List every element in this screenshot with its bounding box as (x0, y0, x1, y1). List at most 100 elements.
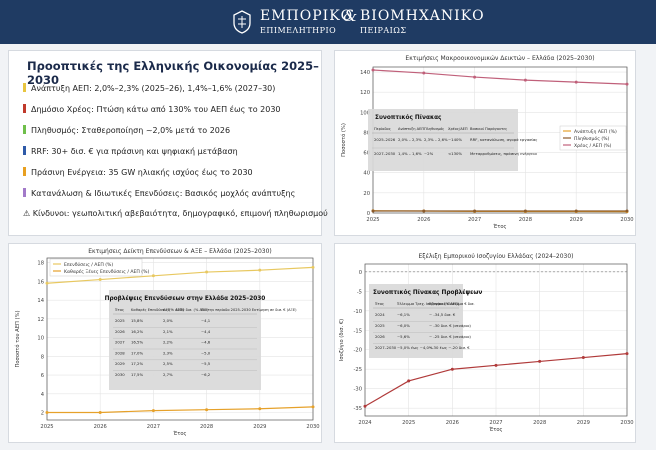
summary-table-cell: 2,0% (163, 318, 173, 323)
data-point (151, 274, 155, 278)
x-tick-label: 2030 (620, 217, 633, 223)
summary-table-cell: Μεταρρυθμίσεις, πράσινη ενέργεια (470, 151, 537, 156)
y-tick-label: 80 (363, 130, 370, 136)
data-point (523, 78, 527, 82)
x-tick-label: 2027 (147, 424, 160, 430)
summary-table-cell: ~6,0% (397, 323, 410, 328)
x-tick-label: 2025 (40, 424, 53, 430)
outlook-item-marker (23, 83, 26, 92)
x-tick-label: 2028 (519, 217, 532, 223)
data-point (625, 352, 629, 356)
outlook-item: Ανάπτυξη ΑΕΠ: 2,0%–2,3% (2025–26), 1,4%–… (23, 83, 275, 93)
data-point (422, 71, 426, 75)
outlook-item-text: Πράσινη Ενέργεια: 35 GW ηλιακής ισχύος έ… (31, 168, 253, 177)
summary-table-title: Συνοπτικός Πίνακας Προβλέψεων (373, 289, 482, 296)
outlook-item-text: Ανάπτυξη ΑΕΠ: 2,0%–2,3% (2025–26), 1,4%–… (31, 84, 276, 93)
macro-indicators-panel: Εκτιμήσεις Μακροοικονομικών Δεικτών – Ελ… (334, 50, 636, 236)
summary-table-header: Έλλειμμα Τρεχ. Ισοζυγίου (% ΑΕΠ) (396, 302, 460, 306)
legend-label: Καθαρές Ξένες Επενδύσεις / ΑΕΠ (%) (64, 268, 149, 275)
y-tick-label: 8 (41, 354, 44, 360)
y-tick-label: 0 (367, 211, 370, 217)
summary-table-cell: ~-30 έως ~-20 δισ. € (429, 345, 470, 350)
x-tick-label: 2029 (577, 420, 590, 426)
summary-table-header: Βασικοί Παράγοντες (470, 127, 507, 131)
summary-table-header: Χρέος/ΑΕΠ (448, 127, 468, 131)
outlook-item-text: RRF: 30+ δισ. € για πράσινη και ψηφιακή … (31, 147, 238, 156)
summary-table-cell: 2,1% (163, 329, 173, 334)
banner-line2-right: ΠΕΙΡΑΙΩΣ (360, 26, 407, 35)
y-tick-label: 120 (360, 90, 370, 96)
summary-table-cell: 2025–2026 (374, 137, 396, 142)
banner-ampersand: & (343, 6, 358, 25)
summary-table-header: ΑΞΕ ~ 4030 δισ. (% ΑΕΠ) (163, 308, 209, 312)
y-tick-label: -30 (354, 387, 362, 393)
investment-panel: Εκτιμήσεις Δείκτη Επενδύσεων & ΑΞΕ – Ελλ… (8, 243, 322, 443)
summary-table-cell: ~6,1% (397, 312, 410, 317)
series-line (47, 406, 314, 414)
summary-table-cell: 2026 (115, 329, 125, 334)
chamber-crest-icon (233, 10, 251, 34)
chart-title: Εξέλιξη Εμπορικού Ισοζυγίου Ελλάδας (202… (418, 253, 573, 260)
summary-table-cell: 2030 (115, 372, 125, 377)
data-point (205, 270, 209, 274)
outlook-item-text: Κατανάλωση & Ιδιωτικές Επενδύσεις: Βασικ… (31, 189, 296, 198)
summary-table-header: Πληθυσμός (424, 127, 444, 131)
outlook-item: Πληθυσμός: Σταθεροποίηση ~2,0% μετά το 2… (23, 125, 230, 135)
x-tick-label: 2026 (94, 424, 107, 430)
summary-table-cell: 2024 (375, 312, 385, 317)
summary-table-header: Καθαρές Επενδύσεις (% ΑΕΠ) (131, 308, 185, 312)
x-tick-label: 2029 (570, 217, 583, 223)
y-tick-label: -5 (357, 289, 362, 295)
summary-table-cell: 2,3% (163, 350, 173, 355)
summary-table-header: Ανάπτυξη ΑΕΠ (398, 127, 424, 131)
y-tick-label: 16 (37, 279, 44, 285)
data-point (45, 411, 49, 415)
summary-table-cell: 2027 (115, 340, 125, 345)
series-line (46, 266, 314, 284)
summary-table-cell: 2,0% – 2,3% (398, 137, 422, 142)
y-tick-label: 6 (41, 373, 44, 379)
summary-table-title: Προβλέψεις Επενδύσεων στην Ελλάδα 2025–2… (105, 295, 266, 302)
summary-table-cell: 1,4% – 1,6% (398, 151, 422, 156)
data-point (574, 80, 578, 84)
summary-table-cell: ~5,0% έως ~4,0% (397, 345, 433, 350)
y-axis-label: Ισοζύγιο (δισ. €) (338, 319, 345, 361)
x-axis-label: Έτος (492, 223, 506, 230)
macro-indicators-chart: Εκτιμήσεις Μακροοικονομικών Δεικτών – Ελ… (340, 55, 634, 230)
summary-table-header: Έτος (114, 308, 124, 312)
x-tick-label: 2025 (366, 217, 379, 223)
y-tick-label: 40 (363, 171, 370, 177)
summary-table-cell: ~5,0 (201, 350, 211, 355)
x-tick-label: 2027 (468, 217, 481, 223)
data-point (311, 265, 315, 269)
legend-box (49, 258, 143, 277)
data-point (205, 408, 209, 412)
banner-line1-left: ΕΜΠΟΡΙΚΟ (260, 8, 354, 24)
y-axis-label: Ποσοστό (%) (340, 123, 347, 157)
y-tick-label: 10 (37, 336, 44, 342)
data-point (363, 404, 367, 408)
outlook-item: Δημόσιο Χρέος: Πτώση κάτω από 130% του Α… (23, 104, 281, 114)
outlook-item-text: Πληθυσμός: Σταθεροποίηση ~2,0% μετά το 2… (31, 126, 231, 135)
outlook-item-marker (23, 125, 26, 134)
plot-frame (364, 263, 628, 417)
x-tick-label: 2026 (417, 217, 430, 223)
summary-table-header: Περίοδος (374, 127, 391, 131)
x-tick-label: 2028 (533, 420, 546, 426)
data-point (98, 278, 102, 282)
x-tick-label: 2030 (620, 420, 633, 426)
data-point (574, 209, 578, 213)
data-point (625, 209, 629, 213)
y-tick-label: -35 (354, 406, 362, 412)
summary-table-cell: 17,0% (131, 350, 143, 355)
y-tick-label: 18 (37, 261, 44, 267)
banner-line1-right: ΒΙΟΜΗΧΑΝΙΚΟ (360, 8, 485, 24)
summary-table-header: Εμπορικό έλλειμμα € δισ. (429, 302, 475, 306)
summary-table-cell: ~ -25 δισ. € (σενάριο) (429, 334, 471, 339)
summary-table-cell: ~4,4 (201, 329, 211, 334)
summary-table-cell: 2028 (115, 350, 125, 355)
summary-table-cell: 17,2% (131, 361, 143, 366)
y-tick-label: -20 (354, 348, 362, 354)
trade-balance-panel: Εξέλιξη Εμπορικού Ισοζυγίου Ελλάδας (202… (334, 243, 636, 443)
